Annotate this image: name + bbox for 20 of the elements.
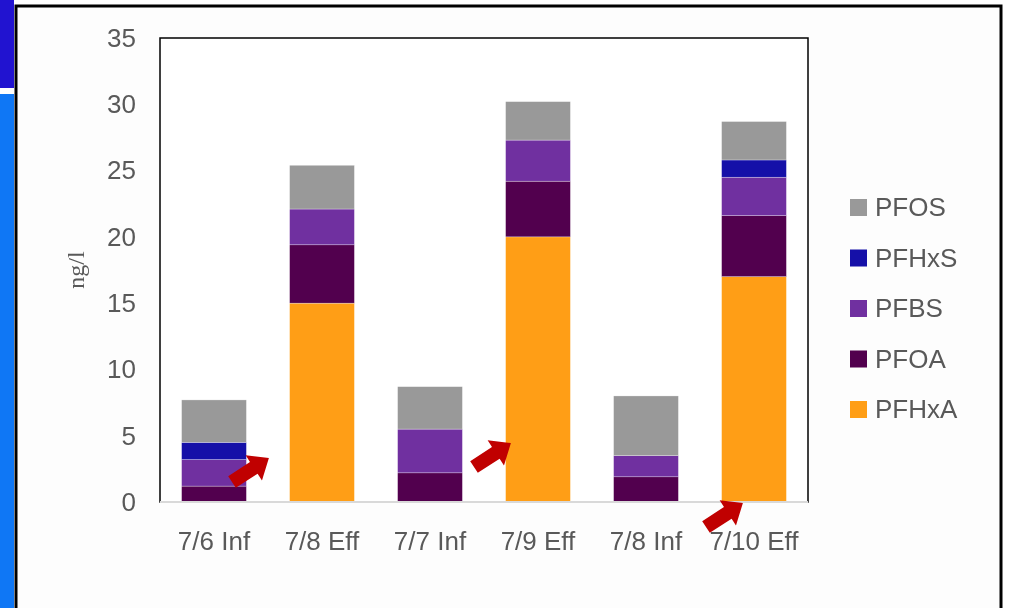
y-tick-label: 30 bbox=[107, 89, 136, 120]
x-tick-label: 7/8 Eff bbox=[284, 526, 361, 556]
y-tick-label: 10 bbox=[107, 354, 136, 385]
x-tick-label: 7/7 Inf bbox=[393, 526, 467, 556]
x-tick-label: 7/8 Inf bbox=[609, 526, 683, 556]
y-tick-label: 15 bbox=[107, 287, 136, 318]
y-tick-label: 0 bbox=[121, 486, 136, 517]
legend-label: PFHxA bbox=[875, 394, 958, 424]
x-tick-label: 7/6 Inf bbox=[177, 526, 251, 556]
y-tick-label: 20 bbox=[107, 221, 136, 252]
legend-label: PFHxS bbox=[875, 242, 958, 273]
y-tick-label: 25 bbox=[107, 155, 136, 186]
legend-label: PFBS bbox=[875, 293, 943, 323]
y-tick-label: 5 bbox=[121, 420, 136, 451]
legend-label: PFOA bbox=[875, 343, 947, 374]
y-tick-label: 35 bbox=[107, 22, 136, 53]
legend-label: PFOS bbox=[875, 192, 946, 222]
x-tick-label: 7/9 Eff bbox=[500, 526, 577, 556]
y-axis-title: ng/l bbox=[63, 251, 89, 289]
x-tick-label: 7/10 Eff bbox=[709, 526, 800, 556]
